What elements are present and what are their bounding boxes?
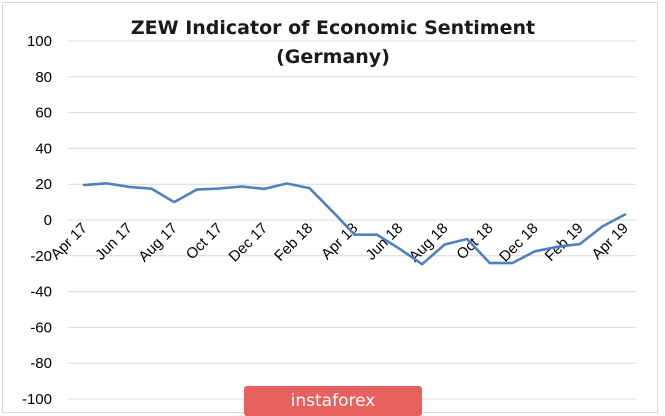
data-series xyxy=(82,182,627,266)
y-tick-label: -100 xyxy=(22,391,52,408)
y-tick-label: 40 xyxy=(35,140,52,157)
y-tick-label: 60 xyxy=(35,105,52,122)
y-tick-label: -80 xyxy=(30,355,52,372)
chart-subtitle: (Germany) xyxy=(276,46,390,68)
y-tick-label: 100 xyxy=(27,33,52,50)
watermark-text: instaforex xyxy=(290,391,376,411)
y-tick-label: -40 xyxy=(30,284,52,301)
y-tick-label: 80 xyxy=(35,69,52,86)
y-axis-tick-labels: 100 80 60 40 20 0 -20 -40 -60 -80 -100 xyxy=(22,33,52,408)
watermark-badge xyxy=(244,386,422,416)
y-tick-label: -20 xyxy=(30,248,52,265)
series-line xyxy=(82,182,627,266)
gridlines xyxy=(68,40,636,400)
y-tick-label: 20 xyxy=(35,176,52,193)
chart-title: ZEW Indicator of Economic Sentiment xyxy=(131,17,535,39)
y-tick-label: 0 xyxy=(44,212,52,229)
y-tick-label: -60 xyxy=(30,319,52,336)
